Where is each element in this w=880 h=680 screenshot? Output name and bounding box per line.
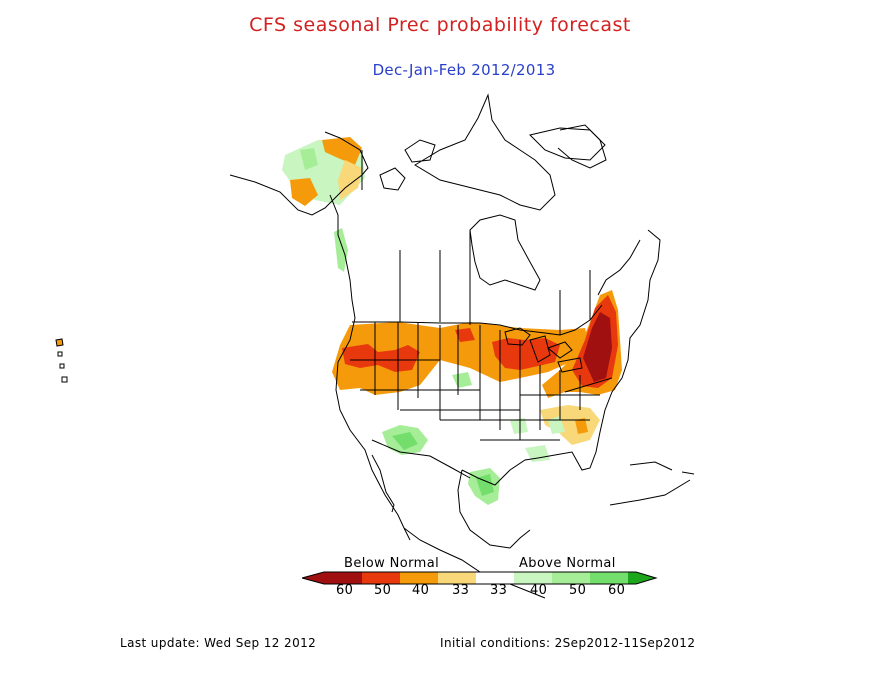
legend-swatch-below-50 <box>362 572 400 584</box>
us-state-lines <box>350 322 613 441</box>
alaska-green-spot <box>300 148 318 170</box>
gulf-above-spot <box>525 445 550 462</box>
southwest-above-core <box>392 432 418 450</box>
bc-coast-above-region <box>334 228 348 272</box>
legend-swatch-above-40 <box>552 572 590 584</box>
legend-colorbar <box>301 571 658 585</box>
probability-shading <box>56 137 622 505</box>
canada-us-border <box>352 304 603 336</box>
ontario-below-spot <box>455 328 475 342</box>
legend-swatch-below-40 <box>400 572 438 584</box>
legend-tick: 60 <box>608 583 626 598</box>
legend-tick: 33 <box>452 583 470 598</box>
southeast-below-region <box>540 405 600 445</box>
legend-swatch-above-50 <box>590 572 628 584</box>
legend-above-label: Above Normal <box>519 556 616 571</box>
caribbean-outline <box>609 461 695 506</box>
appalachian-below-spot <box>575 418 588 434</box>
midsouth-above-spot <box>510 418 528 434</box>
legend-swatch-normal <box>476 572 514 584</box>
map-title: CFS seasonal Prec probability forecast <box>249 14 631 36</box>
hawaii-outline <box>55 338 68 383</box>
great-lakes-outline <box>504 327 583 373</box>
legend-tick: 40 <box>530 583 548 598</box>
greenland-outline <box>557 124 607 169</box>
legend-tick: 50 <box>374 583 392 598</box>
alaska-interior-below-region <box>338 160 362 200</box>
mexico-outline <box>403 469 531 549</box>
alaska-below-normal-region <box>322 137 362 165</box>
legend-swatch-below-33 <box>438 572 476 584</box>
arctic-islands-outline <box>379 93 606 211</box>
legend-swatch-above-60 <box>628 572 656 584</box>
continent-outlines <box>55 93 695 599</box>
plains-above-spot <box>452 372 472 388</box>
legend-swatch-below-60 <box>302 572 362 584</box>
hawaii-below-spot <box>56 339 63 346</box>
alaska-peninsula-below-region <box>290 178 318 206</box>
hudson-bay-outline <box>469 214 541 291</box>
last-update-text: Last update: Wed Sep 12 2012 <box>120 636 317 650</box>
legend-tick: 50 <box>569 583 587 598</box>
great-lakes-below-region <box>492 338 560 370</box>
northwest-below-region <box>342 344 420 372</box>
initial-conditions-text: Initial conditions: 2Sep2012-11Sep2012 <box>440 636 696 650</box>
legend-tick: 33 <box>490 583 508 598</box>
legend-below-label: Below Normal <box>344 556 440 571</box>
canada-province-lines <box>399 230 591 335</box>
north-america-coastline <box>229 131 661 599</box>
us-mexico-border <box>371 439 471 479</box>
legend-swatch-above-33 <box>514 572 552 584</box>
legend-tick: 40 <box>412 583 430 598</box>
map-subtitle: Dec-Jan-Feb 2012/2013 <box>372 61 556 79</box>
northeast-extreme-below-region <box>583 312 612 382</box>
legend-tick: 60 <box>336 583 354 598</box>
